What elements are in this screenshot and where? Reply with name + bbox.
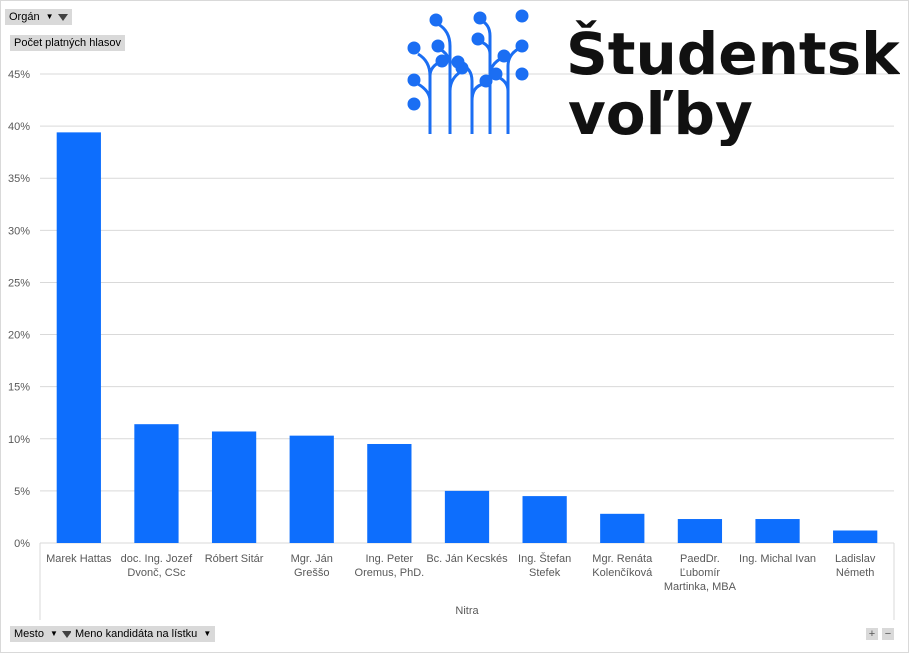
tree-icon xyxy=(407,9,529,134)
bar xyxy=(755,519,800,543)
group-label: Nitra xyxy=(455,605,479,617)
bar xyxy=(522,496,567,543)
y-tick-label: 30% xyxy=(8,225,30,237)
value-field-button[interactable]: Počet platných hlasov xyxy=(10,35,126,51)
candidate-field-label: Meno kandidáta na lístku xyxy=(75,628,198,640)
bar xyxy=(833,530,878,543)
x-tick-label: Ing. Michal Ivan xyxy=(739,553,816,565)
value-field-label: Počet platných hlasov xyxy=(14,37,122,49)
x-tick-label: Bc. Ján Kecskés xyxy=(426,553,508,565)
collapse-button[interactable]: − xyxy=(882,628,894,640)
dropdown-arrow-icon: ▼ xyxy=(50,629,58,639)
organ-filter-label: Orgán xyxy=(9,11,40,23)
y-tick-label: 0% xyxy=(14,538,30,550)
x-tick-label: Ing. Peter Oremus, PhD. xyxy=(355,553,425,579)
y-tick-label: 10% xyxy=(8,434,30,446)
logo-text-line2: voľby xyxy=(568,80,753,146)
dropdown-arrow-icon: ▼ xyxy=(203,629,212,639)
y-tick-label: 35% xyxy=(8,173,30,185)
y-tick-label: 25% xyxy=(8,277,30,289)
x-tick-label: Mgr. Renáta Kolenčíková xyxy=(592,553,653,579)
bar xyxy=(444,490,490,543)
x-tick-label: doc. Ing. Jozef Dvonč, CSc xyxy=(121,553,193,579)
filter-funnel-icon xyxy=(62,630,73,638)
bar xyxy=(367,443,412,543)
expand-button[interactable]: + xyxy=(866,628,878,640)
bar xyxy=(56,132,101,543)
logo-text-line1: Študentské xyxy=(566,19,900,88)
x-tick-label: PaedDr. Ľubomír Martinka, MBA xyxy=(664,553,737,593)
organ-filter-button[interactable]: Orgán ▼ xyxy=(5,9,72,25)
y-tick-label: 5% xyxy=(14,486,30,498)
y-tick-label: 40% xyxy=(8,121,30,133)
x-tick-label: Mgr. Ján Greššo xyxy=(291,553,333,579)
y-tick-label: 15% xyxy=(8,382,30,394)
mesto-filter-button[interactable]: Mesto ▼ xyxy=(10,626,77,642)
candidate-field-button[interactable]: Meno kandidáta na lístku ▼ xyxy=(71,626,216,642)
bar xyxy=(289,435,334,543)
bar xyxy=(134,424,179,543)
bar xyxy=(600,513,645,543)
dropdown-arrow-icon: ▼ xyxy=(45,12,54,22)
x-tick-label: Ladislav Németh xyxy=(835,553,876,579)
x-tick-label: Marek Hattas xyxy=(46,553,112,565)
studentske-volby-logo: Študentské voľby xyxy=(407,9,900,146)
y-tick-label: 20% xyxy=(8,330,30,342)
mesto-filter-label: Mesto xyxy=(14,628,44,640)
bar xyxy=(677,519,723,543)
y-tick-label: 45% xyxy=(8,69,30,81)
x-tick-label: Róbert Sitár xyxy=(205,553,264,565)
x-tick-label: Ing. Štefan Stefek xyxy=(518,552,571,579)
filter-funnel-icon xyxy=(57,13,68,21)
bar xyxy=(211,431,257,543)
